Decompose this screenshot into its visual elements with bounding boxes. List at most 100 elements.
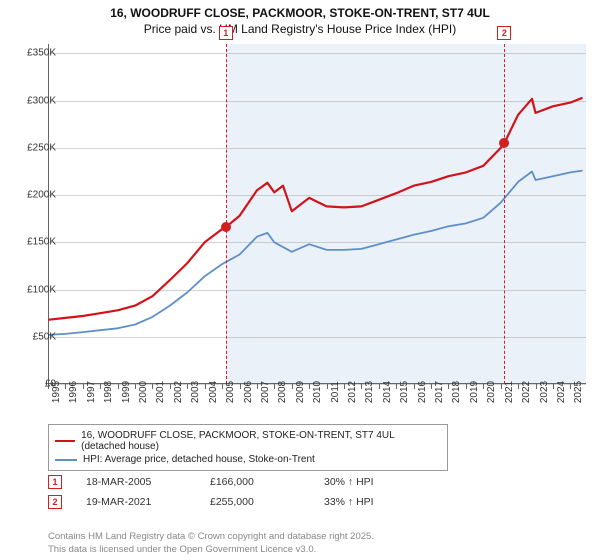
x-tick-mark <box>483 384 484 389</box>
x-tick-label: 1996 <box>68 381 79 403</box>
x-tick-label: 2000 <box>138 381 149 403</box>
sale-pct-vs-hpi: 33% ↑ HPI <box>324 496 414 508</box>
sale-marker-line <box>226 44 227 384</box>
x-tick-label: 2012 <box>347 381 358 403</box>
x-tick-label: 1998 <box>103 381 114 403</box>
x-tick-mark <box>170 384 171 389</box>
y-tick-label: £300K <box>12 95 56 106</box>
x-tick-label: 2020 <box>486 381 497 403</box>
x-tick-mark <box>536 384 537 389</box>
series-price_paid <box>48 98 583 320</box>
legend-label: HPI: Average price, detached house, Stok… <box>83 454 315 465</box>
y-tick-label: £0 <box>12 379 56 390</box>
legend-label: 16, WOODRUFF CLOSE, PACKMOOR, STOKE-ON-T… <box>81 430 441 452</box>
x-tick-label: 2018 <box>451 381 462 403</box>
x-tick-label: 2005 <box>225 381 236 403</box>
x-tick-mark <box>292 384 293 389</box>
chart-area: 12 1995199619971998199920002001200220032… <box>48 44 586 384</box>
x-tick-mark <box>344 384 345 389</box>
x-tick-label: 2004 <box>208 381 219 403</box>
x-tick-mark <box>431 384 432 389</box>
sale-date: 19-MAR-2021 <box>86 496 186 508</box>
y-tick-label: £50K <box>12 331 56 342</box>
sale-marker-box: 2 <box>497 26 511 40</box>
x-tick-label: 1999 <box>121 381 132 403</box>
x-tick-label: 2002 <box>173 381 184 403</box>
series-hpi <box>48 171 583 335</box>
sales-row: 1 18-MAR-2005 £166,000 30% ↑ HPI <box>48 472 414 492</box>
x-tick-label: 2014 <box>382 381 393 403</box>
x-tick-mark <box>309 384 310 389</box>
x-tick-label: 2001 <box>155 381 166 403</box>
y-tick-label: £250K <box>12 142 56 153</box>
x-tick-mark <box>205 384 206 389</box>
y-tick-label: £350K <box>12 48 56 59</box>
x-tick-label: 1997 <box>86 381 97 403</box>
x-tick-label: 2009 <box>295 381 306 403</box>
y-tick-label: £100K <box>12 284 56 295</box>
footer-line1: Contains HM Land Registry data © Crown c… <box>48 531 374 543</box>
legend: 16, WOODRUFF CLOSE, PACKMOOR, STOKE-ON-T… <box>48 424 586 471</box>
plot-background: 12 1995199619971998199920002001200220032… <box>48 44 586 384</box>
x-tick-mark <box>65 384 66 389</box>
x-tick-mark <box>240 384 241 389</box>
title-line1: 16, WOODRUFF CLOSE, PACKMOOR, STOKE-ON-T… <box>10 6 590 20</box>
x-tick-label: 2003 <box>190 381 201 403</box>
x-tick-label: 2008 <box>277 381 288 403</box>
x-tick-mark <box>222 384 223 389</box>
y-tick-label: £150K <box>12 237 56 248</box>
legend-swatch <box>55 459 77 461</box>
sales-row: 2 19-MAR-2021 £255,000 33% ↑ HPI <box>48 492 414 512</box>
x-tick-label: 2015 <box>399 381 410 403</box>
x-tick-label: 2022 <box>521 381 532 403</box>
x-tick-label: 2021 <box>504 381 515 403</box>
x-tick-mark <box>501 384 502 389</box>
x-tick-label: 2023 <box>539 381 550 403</box>
sales-table: 1 18-MAR-2005 £166,000 30% ↑ HPI 2 19-MAR-202… <box>48 472 414 512</box>
x-tick-mark <box>361 384 362 389</box>
x-tick-label: 2024 <box>556 381 567 403</box>
x-tick-mark <box>83 384 84 389</box>
legend-swatch <box>55 440 75 442</box>
sale-dot <box>221 222 231 232</box>
legend-item: 16, WOODRUFF CLOSE, PACKMOOR, STOKE-ON-T… <box>55 429 441 453</box>
sale-marker-icon: 1 <box>48 475 62 489</box>
sale-marker-box: 1 <box>219 26 233 40</box>
x-tick-mark <box>152 384 153 389</box>
x-tick-mark <box>466 384 467 389</box>
x-tick-mark <box>274 384 275 389</box>
sale-marker-icon: 2 <box>48 495 62 509</box>
x-tick-label: 2016 <box>417 381 428 403</box>
sale-pct-vs-hpi: 30% ↑ HPI <box>324 476 414 488</box>
x-tick-mark <box>257 384 258 389</box>
x-tick-label: 2013 <box>364 381 375 403</box>
x-tick-mark <box>135 384 136 389</box>
x-tick-mark <box>518 384 519 389</box>
x-tick-mark <box>327 384 328 389</box>
x-tick-mark <box>379 384 380 389</box>
footer-line2: This data is licensed under the Open Gov… <box>48 544 374 556</box>
sale-price: £166,000 <box>210 476 300 488</box>
sale-date: 18-MAR-2005 <box>86 476 186 488</box>
x-tick-label: 2007 <box>260 381 271 403</box>
x-tick-label: 2011 <box>330 381 341 403</box>
footer-attribution: Contains HM Land Registry data © Crown c… <box>48 531 374 556</box>
legend-item: HPI: Average price, detached house, Stok… <box>55 453 441 466</box>
x-tick-mark <box>448 384 449 389</box>
x-tick-mark <box>187 384 188 389</box>
x-tick-label: 2017 <box>434 381 445 403</box>
sale-price: £255,000 <box>210 496 300 508</box>
x-tick-mark <box>570 384 571 389</box>
x-tick-mark <box>100 384 101 389</box>
x-tick-label: 2006 <box>243 381 254 403</box>
x-tick-mark <box>414 384 415 389</box>
x-tick-mark <box>396 384 397 389</box>
x-tick-mark <box>553 384 554 389</box>
sale-marker-line <box>504 44 505 384</box>
y-tick-label: £200K <box>12 190 56 201</box>
x-tick-label: 2010 <box>312 381 323 403</box>
x-tick-label: 2019 <box>469 381 480 403</box>
sale-dot <box>499 138 509 148</box>
x-tick-mark <box>118 384 119 389</box>
x-tick-label: 2025 <box>573 381 584 403</box>
